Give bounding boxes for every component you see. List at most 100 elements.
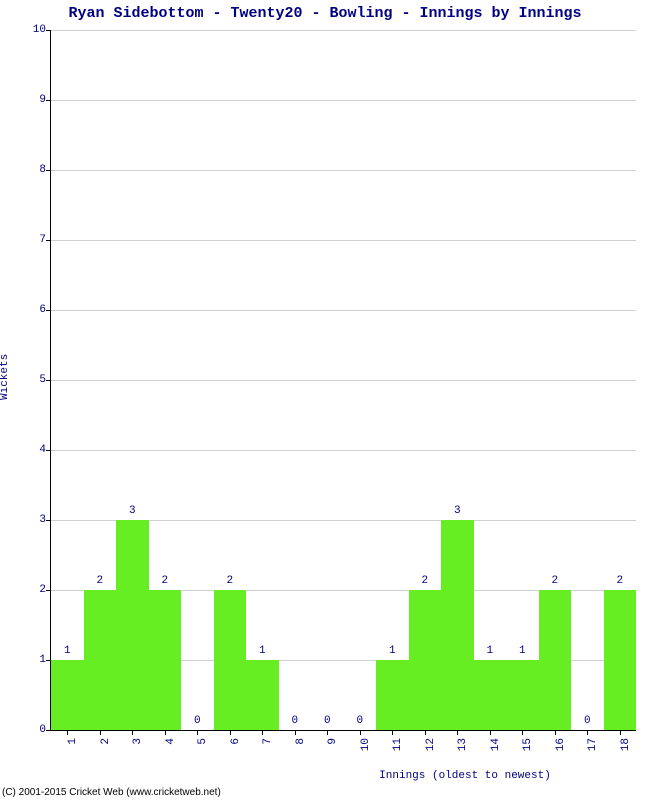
ytick-label: 6 xyxy=(26,304,46,316)
xtick-mark xyxy=(360,730,361,735)
ytick-label: 8 xyxy=(26,164,46,176)
ytick-mark xyxy=(46,520,51,521)
xtick-mark xyxy=(490,730,491,735)
bar-value-label: 1 xyxy=(486,645,493,657)
xtick-mark xyxy=(100,730,101,735)
ytick-mark xyxy=(46,380,51,381)
bar-value-label: 0 xyxy=(194,715,201,727)
bar-value-label: 0 xyxy=(584,715,591,727)
gridline xyxy=(51,380,636,381)
ytick-label: 7 xyxy=(26,234,46,246)
gridline xyxy=(51,450,636,451)
xtick-mark xyxy=(230,730,231,735)
ytick-mark xyxy=(46,30,51,31)
bar-value-label: 1 xyxy=(389,645,396,657)
bar-value-label: 1 xyxy=(259,645,266,657)
xtick-label: 6 xyxy=(230,738,242,768)
bar-value-label: 2 xyxy=(421,575,428,587)
xtick-mark xyxy=(67,730,68,735)
bar-value-label: 3 xyxy=(129,505,136,517)
xtick-label: 15 xyxy=(522,738,534,768)
xtick-mark xyxy=(457,730,458,735)
x-axis-label: Innings (oldest to newest) xyxy=(290,770,640,782)
bar-value-label: 1 xyxy=(64,645,71,657)
xtick-mark xyxy=(295,730,296,735)
bar xyxy=(441,520,474,730)
xtick-mark xyxy=(197,730,198,735)
bar xyxy=(539,590,572,730)
gridline xyxy=(51,30,636,31)
gridline xyxy=(51,310,636,311)
xtick-mark xyxy=(555,730,556,735)
bar xyxy=(51,660,84,730)
xtick-mark xyxy=(262,730,263,735)
plot-area: 0123456789101122332405261708090101112123… xyxy=(50,30,636,731)
gridline xyxy=(51,240,636,241)
bar-value-label: 0 xyxy=(356,715,363,727)
xtick-mark xyxy=(132,730,133,735)
xtick-label: 13 xyxy=(457,738,469,768)
bar xyxy=(506,660,539,730)
xtick-label: 4 xyxy=(165,738,177,768)
xtick-label: 8 xyxy=(295,738,307,768)
ytick-label: 4 xyxy=(26,444,46,456)
xtick-mark xyxy=(165,730,166,735)
y-axis-label: Wickets xyxy=(0,354,11,400)
ytick-label: 1 xyxy=(26,654,46,666)
gridline xyxy=(51,170,636,171)
ytick-mark xyxy=(46,100,51,101)
ytick-mark xyxy=(46,730,51,731)
bar xyxy=(84,590,117,730)
copyright-text: (C) 2001-2015 Cricket Web (www.cricketwe… xyxy=(2,787,221,798)
bar xyxy=(604,590,637,730)
xtick-label: 14 xyxy=(490,738,502,768)
ytick-label: 9 xyxy=(26,94,46,106)
ytick-label: 2 xyxy=(26,584,46,596)
xtick-mark xyxy=(392,730,393,735)
xtick-label: 16 xyxy=(555,738,567,768)
xtick-label: 2 xyxy=(100,738,112,768)
xtick-label: 17 xyxy=(587,738,599,768)
bar xyxy=(474,660,507,730)
bar-value-label: 1 xyxy=(519,645,526,657)
xtick-mark xyxy=(620,730,621,735)
bar-value-label: 0 xyxy=(324,715,331,727)
xtick-label: 9 xyxy=(327,738,339,768)
xtick-label: 11 xyxy=(392,738,404,768)
xtick-mark xyxy=(522,730,523,735)
bar-value-label: 2 xyxy=(226,575,233,587)
ytick-label: 3 xyxy=(26,514,46,526)
xtick-label: 10 xyxy=(360,738,372,768)
xtick-label: 7 xyxy=(262,738,274,768)
bar xyxy=(376,660,409,730)
bar-value-label: 2 xyxy=(616,575,623,587)
bar-value-label: 3 xyxy=(454,505,461,517)
bar-value-label: 2 xyxy=(96,575,103,587)
bar xyxy=(214,590,247,730)
ytick-label: 10 xyxy=(26,24,46,36)
ytick-label: 0 xyxy=(26,724,46,736)
ytick-label: 5 xyxy=(26,374,46,386)
xtick-mark xyxy=(425,730,426,735)
xtick-mark xyxy=(587,730,588,735)
chart-container: Ryan Sidebottom - Twenty20 - Bowling - I… xyxy=(0,0,650,800)
ytick-mark xyxy=(46,170,51,171)
bar xyxy=(246,660,279,730)
xtick-label: 1 xyxy=(67,738,79,768)
xtick-label: 18 xyxy=(620,738,632,768)
ytick-mark xyxy=(46,450,51,451)
xtick-label: 5 xyxy=(197,738,209,768)
xtick-label: 3 xyxy=(132,738,144,768)
bar-value-label: 2 xyxy=(161,575,168,587)
bar-value-label: 2 xyxy=(551,575,558,587)
ytick-mark xyxy=(46,590,51,591)
bar-value-label: 0 xyxy=(291,715,298,727)
bar xyxy=(149,590,182,730)
xtick-mark xyxy=(327,730,328,735)
bar xyxy=(116,520,149,730)
ytick-mark xyxy=(46,240,51,241)
ytick-mark xyxy=(46,310,51,311)
xtick-label: 12 xyxy=(425,738,437,768)
bar xyxy=(409,590,442,730)
chart-title: Ryan Sidebottom - Twenty20 - Bowling - I… xyxy=(0,5,650,22)
